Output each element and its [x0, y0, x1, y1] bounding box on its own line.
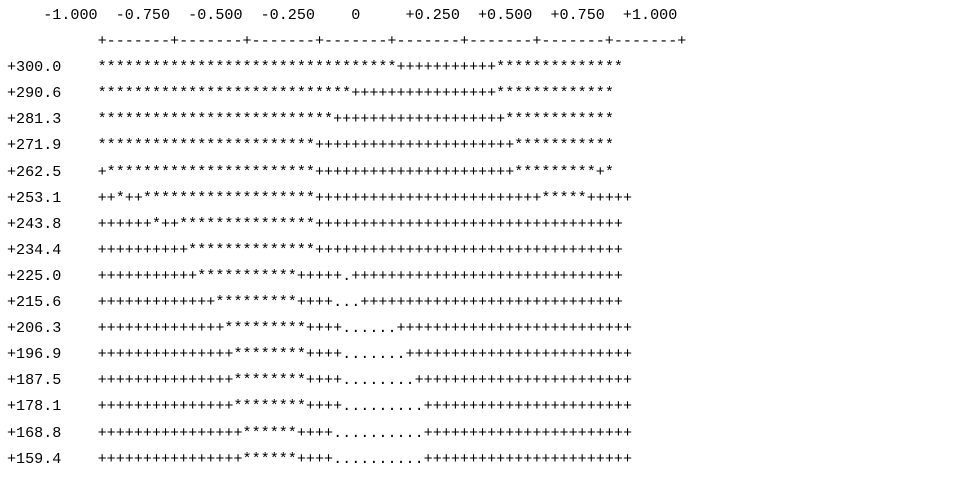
row-pattern: ****************************++++++++++++… [97, 84, 614, 103]
plot-row: +178.1 +++++++++++++++********++++......… [7, 393, 686, 419]
plot-row: +159.4 ++++++++++++++++******++++.......… [7, 446, 686, 472]
row-pattern: ++++++++++**************++++++++++++++++… [97, 240, 623, 259]
row-label: +243.8 [7, 214, 62, 233]
plot-row: +253.1 ++*++*******************+++++++++… [7, 185, 686, 211]
plot-row: +243.8 ++++++*++***************+++++++++… [7, 211, 686, 237]
row-pattern: ++++++*++***************++++++++++++++++… [97, 214, 623, 233]
plot-row: +187.5 +++++++++++++++********++++......… [7, 367, 686, 393]
row-label: +206.3 [7, 319, 62, 338]
x-axis-line: +-------+-------+-------+-------+-------… [7, 32, 687, 51]
row-label: +271.9 [7, 136, 62, 155]
ascii-contour-plot: -1.000 -0.750 -0.500 -0.250 0 +0.250 +0.… [7, 2, 686, 472]
plot-row: +262.5 +***********************+++++++++… [7, 159, 686, 185]
row-label: +168.8 [7, 423, 62, 442]
row-label: +262.5 [7, 162, 62, 181]
plot-row: +168.8 ++++++++++++++++******++++.......… [7, 420, 686, 446]
plot-row: +290.6 ****************************+++++… [7, 80, 686, 106]
row-label: +187.5 [7, 371, 62, 390]
row-label: +234.4 [7, 240, 62, 259]
row-pattern: +++++++++++++++********++++.........++++… [97, 397, 632, 416]
row-pattern: +++++++++++++*********++++...+++++++++++… [97, 293, 623, 312]
plot-row: +196.9 +++++++++++++++********++++......… [7, 341, 686, 367]
plot-row: +206.3 ++++++++++++++*********++++......… [7, 315, 686, 341]
plot-row: +215.6 +++++++++++++*********++++...++++… [7, 289, 686, 315]
x-tick-labels: -1.000 -0.750 -0.500 -0.250 0 +0.250 +0.… [7, 6, 678, 24]
row-pattern: ************************++++++++++++++++… [97, 136, 614, 155]
row-pattern: ++++++++++++++++******++++..........++++… [97, 449, 632, 468]
row-pattern: +++++++++++++++********++++........+++++… [97, 371, 632, 390]
row-pattern: +++++++++++++++********++++.......++++++… [97, 345, 632, 364]
row-label: +215.6 [7, 293, 62, 312]
plot-row: +225.0 +++++++++++***********+++++.+++++… [7, 263, 686, 289]
row-pattern: *********************************+++++++… [97, 58, 623, 77]
plot-row: +271.9 ************************+++++++++… [7, 132, 686, 158]
row-pattern: **************************++++++++++++++… [97, 110, 614, 129]
row-pattern: +++++++++++***********+++++.++++++++++++… [97, 266, 623, 285]
row-label: +159.4 [7, 449, 62, 468]
row-pattern: ++++++++++++++*********++++......+++++++… [97, 319, 632, 338]
plot-row: +300.0 *********************************… [7, 54, 686, 80]
row-label: +290.6 [7, 84, 62, 103]
row-label: +300.0 [7, 58, 62, 77]
row-label: +281.3 [7, 110, 62, 129]
row-label: +178.1 [7, 397, 62, 416]
row-pattern: +***********************++++++++++++++++… [97, 162, 614, 181]
plot-row: +234.4 ++++++++++**************+++++++++… [7, 237, 686, 263]
plot-row: +281.3 **************************+++++++… [7, 106, 686, 132]
row-label: +196.9 [7, 345, 62, 364]
row-pattern: ++++++++++++++++******++++..........++++… [97, 423, 632, 442]
row-pattern: ++*++*******************++++++++++++++++… [97, 188, 632, 207]
row-label: +253.1 [7, 188, 62, 207]
row-label: +225.0 [7, 266, 62, 285]
